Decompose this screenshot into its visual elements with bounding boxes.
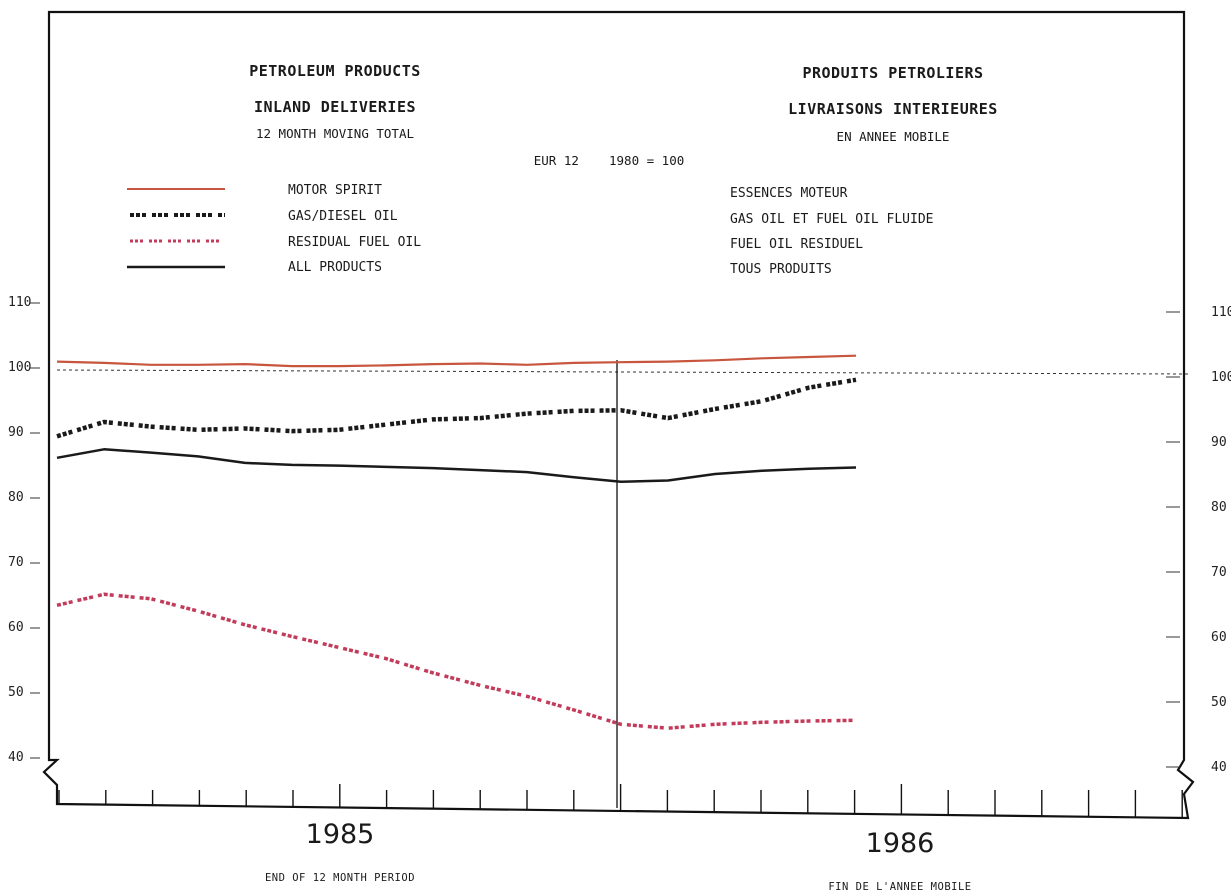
series-line-residual-fuel-oil — [56, 592, 857, 730]
y-tick-label-left: 40 — [8, 750, 24, 765]
legend-label-en: MOTOR SPIRIT — [288, 183, 382, 198]
reference-line — [56, 369, 1191, 375]
y-tick-label-left: 70 — [8, 555, 24, 570]
y-axis-right: 40 50 60 70 80 90 100 110 — [1166, 305, 1231, 775]
subtitle-en: INLAND DELIVERIES — [254, 98, 416, 116]
legend-label-en: GAS/DIESEL OIL — [288, 209, 398, 224]
x-axis-ticks — [58, 784, 1183, 819]
series-line-all-products — [56, 448, 857, 484]
series-line-motor-spirit — [56, 354, 857, 368]
title-en: PETROLEUM PRODUCTS — [249, 62, 421, 80]
y-tick-label-left: 50 — [8, 685, 24, 700]
legend-label-fr: GAS OIL ET FUEL OIL FLUIDE — [730, 212, 934, 227]
note-fr: EN ANNEE MOBILE — [837, 129, 950, 144]
year-label-1986: 1986 — [866, 828, 935, 859]
y-tick-label-left: 110 — [8, 295, 31, 310]
year-label-1985: 1985 — [306, 819, 375, 850]
chart-frame — [42, 10, 1195, 820]
y-tick-label-right: 50 — [1211, 695, 1227, 710]
y-tick-label-right: 70 — [1211, 565, 1227, 580]
footer-fr: FIN DE L'ANNEE MOBILE — [828, 881, 971, 893]
y-tick-label-right: 60 — [1211, 630, 1227, 645]
legend-label-fr: FUEL OIL RESIDUEL — [730, 237, 863, 252]
subtitle-fr: LIVRAISONS INTERIEURES — [788, 100, 998, 118]
legend-label-en: ALL PRODUCTS — [288, 260, 382, 275]
y-tick-label-right: 40 — [1211, 760, 1227, 775]
y-tick-label-right: 100 — [1211, 370, 1231, 385]
base-note: EUR 12 1980 = 100 — [534, 153, 685, 168]
series-group — [56, 354, 857, 730]
y-tick-label-right: 110 — [1211, 305, 1231, 320]
footer-en: END OF 12 MONTH PERIOD — [265, 872, 415, 884]
note-en: 12 MONTH MOVING TOTAL — [256, 126, 414, 141]
y-tick-label-left: 90 — [8, 425, 24, 440]
legend-label-fr: ESSENCES MOTEUR — [730, 186, 848, 201]
y-axis-left: 40 50 60 70 80 90 100 110 — [8, 295, 40, 765]
y-tick-label-left: 100 — [8, 360, 31, 375]
y-tick-label-right: 80 — [1211, 500, 1227, 515]
y-tick-label-left: 80 — [8, 490, 24, 505]
title-fr: PRODUITS PETROLIERS — [802, 64, 983, 82]
y-tick-label-right: 90 — [1211, 435, 1227, 450]
legend-label-fr: TOUS PRODUITS — [730, 262, 832, 277]
y-tick-label-left: 60 — [8, 620, 24, 635]
legend: MOTOR SPIRIT GAS/DIESEL OIL RESIDUAL FUE… — [127, 183, 934, 277]
legend-label-en: RESIDUAL FUEL OIL — [288, 235, 421, 250]
series-line-gas-diesel-oil — [56, 377, 857, 439]
reference-line-100 — [56, 369, 1191, 375]
